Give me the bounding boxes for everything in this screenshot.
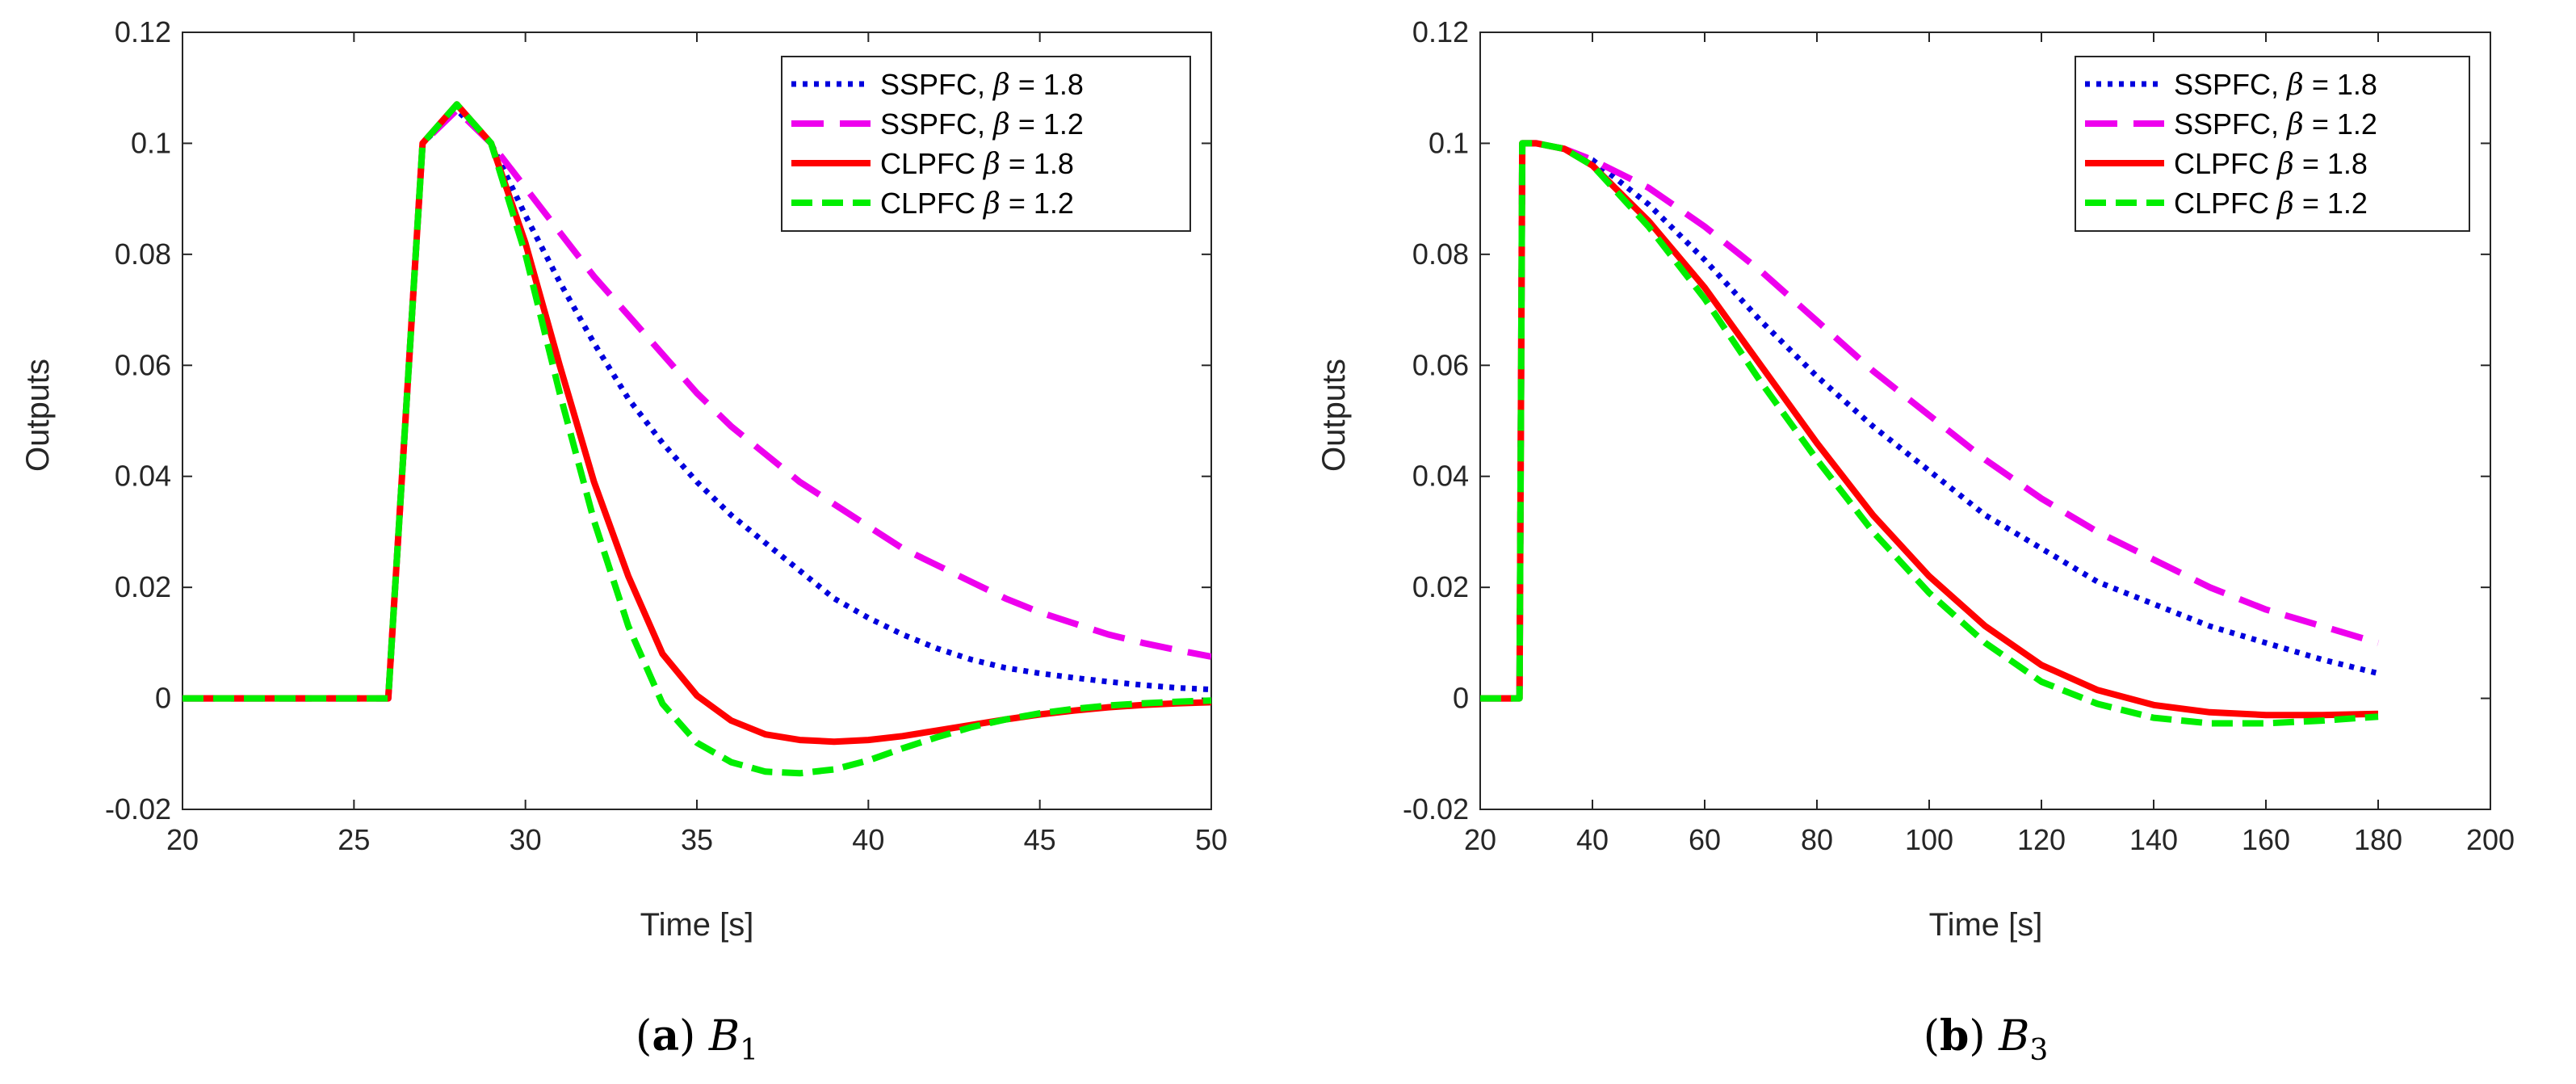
- panel-a-y-tick-label: 0.06: [115, 348, 171, 381]
- panel-b-caption: (b) B3: [1924, 1011, 2049, 1067]
- panel-b-y-tick-label: 0: [1453, 682, 1469, 715]
- panel-a-y-axis-label: Outputs: [20, 359, 56, 472]
- panel-a-x-axis-label: Time [s]: [640, 907, 754, 943]
- panel-a-x-tick-label: 20: [166, 823, 199, 856]
- panel-b-chart: 20 40 60 80 100 120 140 160 180 200 -0.02 0 0.02 0.04…: [1316, 15, 2515, 1067]
- panel-b-x-tick-label: 60: [1689, 823, 1721, 856]
- panel-b-y-tick-label: 0.02: [1412, 570, 1469, 603]
- panel-b-plot-area: [1479, 32, 2491, 810]
- panel-b-series-line-3: [1480, 140, 2379, 719]
- panel-b-legend-label-3: CLPFC β = 1.8: [2174, 147, 2368, 181]
- panel-a-chart: 20 25 30 35 40 45 50 -0.02 0 0.02 0.04 0.06 0.08 0.1 0…: [20, 15, 1227, 1067]
- panel-b-y-axis-label: Outputs: [1316, 359, 1352, 472]
- panel-b-y-tick-label: 0.12: [1412, 15, 1469, 48]
- panel-a-x-tick-label: 45: [1024, 823, 1056, 856]
- panel-b-x-axis-label: Time [s]: [1929, 907, 2043, 943]
- panel-b-caption-letter: b: [1940, 1011, 1969, 1061]
- panel-a-y-tick-label: 0.1: [131, 126, 171, 159]
- panel-b-x-tick-label: 40: [1576, 823, 1609, 856]
- panel-a-y-tick-label: -0.02: [105, 792, 171, 826]
- panel-b-legend-label-2: SSPFC, β = 1.2: [2174, 107, 2377, 141]
- panel-a-legend-label-3: CLPFC β = 1.8: [880, 147, 1074, 181]
- panel-a-caption-subscript: 1: [740, 1034, 758, 1067]
- panel-b-caption-subscript: 3: [2029, 1034, 2048, 1067]
- panel-b-series-line-4: [1480, 140, 2379, 727]
- panel-a-legend-label-2: SSPFC, β = 1.2: [880, 107, 1084, 141]
- panel-b-x-tick-label: 20: [1464, 823, 1496, 856]
- panel-a-x-tick-label: 35: [681, 823, 713, 856]
- panel-b-tick-labels: 20 40 60 80 100 120 140 160 180 200 -0.02 0 0.02 0.04…: [1403, 15, 2515, 856]
- panel-a-series-line-4: [183, 101, 1211, 777]
- panel-a-y-tick-label: 0.08: [115, 237, 171, 271]
- panel-b-caption-symbol: B: [1998, 1012, 2029, 1061]
- panel-b-legend: SSPFC, β = 1.8 SSPFC, β = 1.2 CLPFC β = 1.…: [2075, 56, 2470, 232]
- panel-a-x-tick-label: 50: [1195, 823, 1227, 856]
- panel-b-y-tick-label: -0.02: [1403, 792, 1469, 826]
- panel-a-plot-area: [182, 32, 1212, 810]
- panel-a-y-tick-label: 0.12: [115, 15, 171, 48]
- panel-a-y-tick-label: 0: [155, 682, 171, 715]
- panel-b-y-tick-label: 0.1: [1429, 126, 1469, 159]
- panel-a-legend-label-4: CLPFC β = 1.2: [880, 187, 1074, 221]
- panel-b-x-tick-label: 160: [2242, 823, 2290, 856]
- panel-a-x-tick-label: 30: [510, 823, 542, 856]
- panel-b-legend-box: [2075, 56, 2470, 232]
- panel-b-legend-label-1: SSPFC, β = 1.8: [2174, 68, 2377, 102]
- panel-a-x-tick-label: 40: [852, 823, 884, 856]
- panel-a-caption: (a) B1: [636, 1011, 758, 1067]
- panel-a-tick-labels: 20 25 30 35 40 45 50 -0.02 0 0.02 0.04 0.06 0.08 0.1 0…: [105, 15, 1227, 856]
- panel-a-caption-symbol: B: [708, 1012, 740, 1061]
- panel-b-y-tick-label: 0.08: [1412, 237, 1469, 271]
- panel-a-y-tick-label: 0.02: [115, 570, 171, 603]
- panel-a-legend: SSPFC, β = 1.8 SSPFC, β = 1.2 CLPFC β = 1.…: [781, 56, 1191, 232]
- panel-b-y-tick-label: 0.04: [1412, 460, 1469, 493]
- panel-b-x-tick-label: 80: [1801, 823, 1833, 856]
- panel-b-x-tick-label: 120: [2017, 823, 2066, 856]
- panel-a-legend-label-1: SSPFC, β = 1.8: [880, 68, 1084, 102]
- panel-b-legend-label-4: CLPFC β = 1.2: [2174, 187, 2368, 221]
- panel-b-axes-box: [1479, 32, 2491, 810]
- panel-a-series-line-2: [183, 107, 1211, 702]
- panel-b-x-tick-label: 180: [2354, 823, 2402, 856]
- panel-a-x-tick-label: 25: [338, 823, 370, 856]
- panel-a-y-tick-label: 0.04: [115, 460, 171, 493]
- panel-a-caption-letter: a: [652, 1011, 679, 1061]
- panel-b-x-tick-label: 100: [1905, 823, 1953, 856]
- panel-b-x-tick-label: 140: [2129, 823, 2178, 856]
- panel-b-y-tick-label: 0.06: [1412, 348, 1469, 381]
- panel-b-x-tick-label: 200: [2466, 823, 2515, 856]
